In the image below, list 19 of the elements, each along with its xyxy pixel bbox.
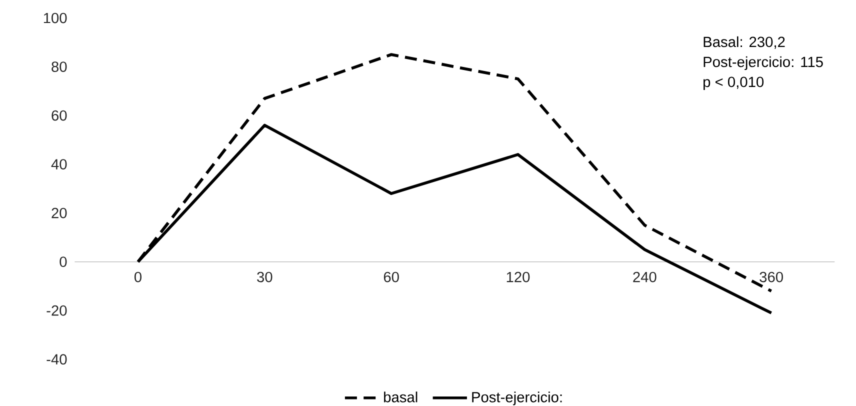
x-tick-label: 30 xyxy=(257,272,272,282)
x-tick-label: 120 xyxy=(506,272,530,282)
legend-label: basal xyxy=(384,392,418,402)
y-tick-label: 0 xyxy=(60,256,67,267)
x-tick-label: 60 xyxy=(384,272,399,282)
y-tick-label: -20 xyxy=(46,305,67,316)
annotation: Basal: 230,2 xyxy=(704,36,785,49)
x-tick-label: 240 xyxy=(633,272,656,282)
y-tick-label: 80 xyxy=(52,62,67,72)
legend-label: Post-ejercicio: xyxy=(472,392,562,406)
y-tick-label: 40 xyxy=(51,159,67,170)
annotation: Post-ejercicio: 115 xyxy=(704,56,823,70)
x-tick-label: 0 xyxy=(134,272,142,282)
y-tick-label: 20 xyxy=(52,208,67,218)
y-tick-label: -40 xyxy=(46,354,67,365)
annotation: p < 0,010 xyxy=(704,76,764,90)
y-tick-label: 100 xyxy=(44,12,67,24)
x-tick-label: 360 xyxy=(760,272,783,282)
y-tick-label: 60 xyxy=(52,110,67,121)
